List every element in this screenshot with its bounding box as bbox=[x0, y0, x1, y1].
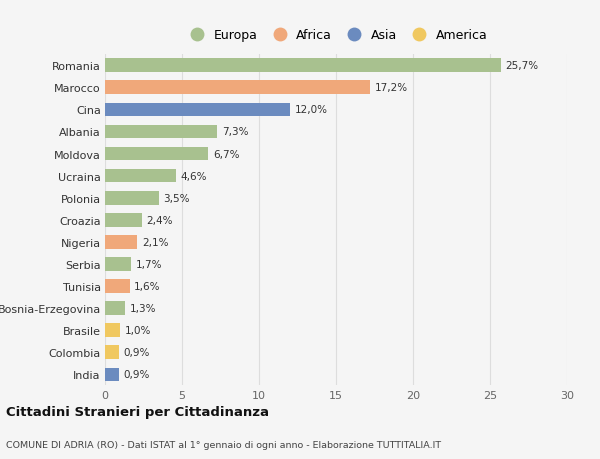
Bar bbox=[105, 103, 290, 117]
Text: 1,6%: 1,6% bbox=[134, 281, 161, 291]
Text: 4,6%: 4,6% bbox=[181, 171, 207, 181]
Text: 1,3%: 1,3% bbox=[130, 303, 156, 313]
Bar bbox=[105, 235, 137, 249]
Text: 7,3%: 7,3% bbox=[222, 127, 248, 137]
Bar bbox=[105, 169, 176, 183]
Text: 0,9%: 0,9% bbox=[124, 369, 150, 380]
Bar bbox=[105, 213, 142, 227]
Bar bbox=[105, 280, 130, 293]
Bar bbox=[105, 346, 119, 359]
Text: Cittadini Stranieri per Cittadinanza: Cittadini Stranieri per Cittadinanza bbox=[6, 405, 269, 419]
Bar bbox=[105, 324, 121, 337]
Text: 25,7%: 25,7% bbox=[505, 61, 539, 71]
Text: 1,0%: 1,0% bbox=[125, 325, 151, 336]
Text: 12,0%: 12,0% bbox=[295, 105, 328, 115]
Bar bbox=[105, 302, 125, 315]
Bar bbox=[105, 125, 217, 139]
Bar bbox=[105, 257, 131, 271]
Text: 1,7%: 1,7% bbox=[136, 259, 162, 269]
Bar bbox=[105, 81, 370, 95]
Text: 0,9%: 0,9% bbox=[124, 347, 150, 358]
Bar bbox=[105, 59, 501, 73]
Text: 3,5%: 3,5% bbox=[164, 193, 190, 203]
Text: COMUNE DI ADRIA (RO) - Dati ISTAT al 1° gennaio di ogni anno - Elaborazione TUTT: COMUNE DI ADRIA (RO) - Dati ISTAT al 1° … bbox=[6, 441, 441, 449]
Legend: Europa, Africa, Asia, America: Europa, Africa, Asia, America bbox=[185, 29, 487, 42]
Bar bbox=[105, 191, 159, 205]
Bar bbox=[105, 147, 208, 161]
Text: 6,7%: 6,7% bbox=[213, 149, 239, 159]
Bar bbox=[105, 368, 119, 381]
Text: 2,4%: 2,4% bbox=[146, 215, 173, 225]
Text: 17,2%: 17,2% bbox=[374, 83, 407, 93]
Text: 2,1%: 2,1% bbox=[142, 237, 169, 247]
